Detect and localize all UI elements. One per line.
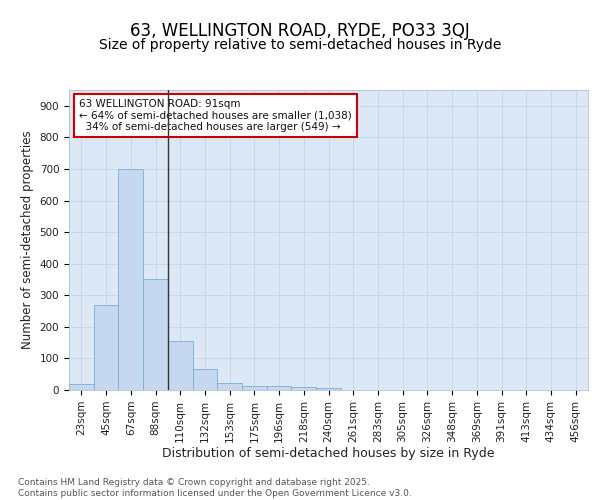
Bar bbox=[118, 169, 143, 390]
Bar bbox=[292, 387, 316, 390]
Bar bbox=[143, 280, 168, 390]
Bar bbox=[168, 341, 193, 390]
Text: Contains HM Land Registry data © Crown copyright and database right 2025.
Contai: Contains HM Land Registry data © Crown c… bbox=[18, 478, 412, 498]
X-axis label: Distribution of semi-detached houses by size in Ryde: Distribution of semi-detached houses by … bbox=[162, 448, 495, 460]
Text: Size of property relative to semi-detached houses in Ryde: Size of property relative to semi-detach… bbox=[99, 38, 501, 52]
Bar bbox=[242, 386, 267, 390]
Bar bbox=[94, 304, 118, 390]
Bar bbox=[316, 388, 341, 390]
Text: 63 WELLINGTON ROAD: 91sqm
← 64% of semi-detached houses are smaller (1,038)
  34: 63 WELLINGTON ROAD: 91sqm ← 64% of semi-… bbox=[79, 99, 352, 132]
Text: 63, WELLINGTON ROAD, RYDE, PO33 3QJ: 63, WELLINGTON ROAD, RYDE, PO33 3QJ bbox=[130, 22, 470, 40]
Bar bbox=[193, 368, 217, 390]
Bar bbox=[267, 386, 292, 390]
Bar bbox=[69, 384, 94, 390]
Y-axis label: Number of semi-detached properties: Number of semi-detached properties bbox=[21, 130, 34, 350]
Bar bbox=[217, 383, 242, 390]
